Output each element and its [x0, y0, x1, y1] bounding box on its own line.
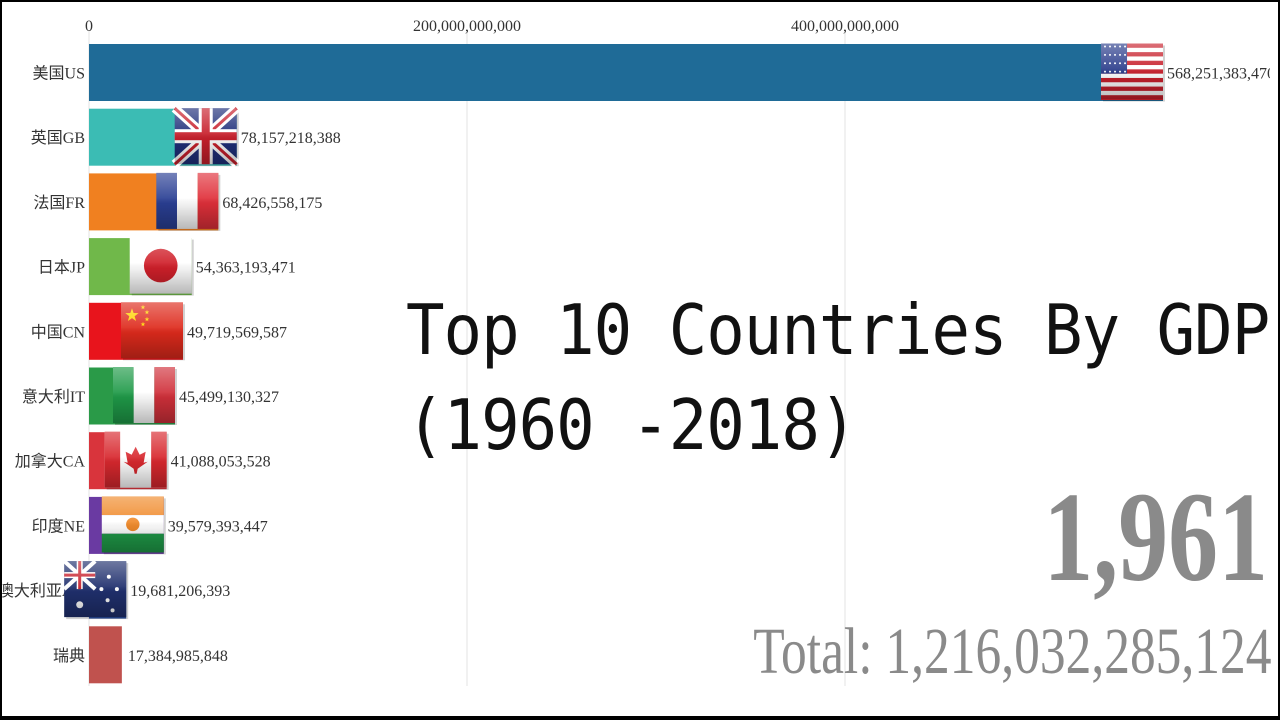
flag-ne-icon [101, 496, 166, 555]
flag-cn-icon [120, 302, 185, 361]
title-line-2: (1960 -2018) [406, 386, 857, 467]
flag-au-icon [62, 559, 129, 620]
value-label: 49,719,569,587 [187, 324, 287, 341]
title-line-1: Top 10 Countries By GDP [406, 291, 1270, 372]
bar [89, 626, 122, 684]
category-label: 中国CN [31, 323, 86, 341]
value-label: 68,426,558,175 [222, 195, 322, 212]
category-label: 法国FR [33, 194, 85, 212]
value-label: 78,157,218,388 [241, 130, 341, 147]
value-label: 41,088,053,528 [171, 454, 271, 471]
category-label: 日本JP [38, 259, 85, 277]
value-label: 17,384,985,848 [128, 648, 228, 665]
chart-title: Top 10 Countries By GDP (1960 -2018) [406, 284, 1270, 474]
category-label: 瑞典 [53, 647, 85, 665]
category-label: 美国US [33, 65, 85, 83]
x-tick-label: 200,000,000,000 [413, 18, 521, 35]
value-label: 45,499,130,327 [179, 389, 279, 406]
x-tick-label: 400,000,000,000 [791, 18, 899, 35]
value-label: 19,681,206,393 [130, 583, 230, 600]
flag-us-icon [1100, 43, 1165, 102]
flag-fr-icon [156, 172, 221, 231]
flag-jp-icon [129, 237, 194, 296]
flag-ca-icon [104, 431, 169, 490]
category-label: 加拿大CA [15, 452, 86, 471]
value-label: 54,363,193,471 [196, 260, 296, 277]
category-label: 意大利IT [22, 387, 85, 406]
value-label: 568,251,383,470 [1167, 66, 1275, 83]
value-label: 39,579,393,447 [168, 518, 268, 535]
total-value: Total: 1,216,032,285,124 [753, 615, 1272, 688]
category-label: 印度NE [32, 517, 85, 535]
flag-gb-icon [171, 104, 240, 168]
year-counter: 1,961 [1043, 466, 1268, 608]
category-label: 英国GB [31, 129, 85, 147]
flag-it-icon [112, 367, 177, 425]
x-tick-label: 0 [85, 18, 93, 35]
bar [89, 44, 1163, 101]
